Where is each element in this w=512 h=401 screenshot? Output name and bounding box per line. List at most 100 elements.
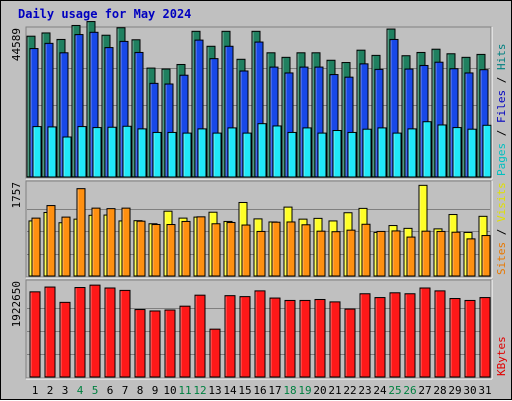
- bar-pages-day-6: [107, 126, 117, 178]
- bar-sites-day-23: [361, 223, 371, 277]
- bar-pages-day-14: [227, 127, 237, 178]
- bar-kbytes-day-1: [29, 291, 41, 378]
- legend-entry: Hits: [495, 44, 508, 71]
- bar-sites-day-9: [151, 224, 161, 277]
- bar-kbytes-day-24: [374, 297, 386, 378]
- max-label-hits-files-pages: 44589: [10, 28, 23, 61]
- bar-sites-day-15: [241, 224, 251, 277]
- bar-pages-day-28: [437, 124, 447, 178]
- legend-entry: /: [495, 70, 508, 90]
- day-label-27: 27: [418, 384, 431, 397]
- bar-kbytes-day-8: [134, 309, 146, 378]
- day-label-18: 18: [283, 384, 296, 397]
- bar-kbytes-day-2: [44, 286, 56, 378]
- bar-pages-day-29: [452, 127, 462, 178]
- legend-entry: /: [495, 123, 508, 143]
- bar-sites-day-20: [316, 230, 326, 277]
- bar-sites-day-31: [481, 235, 491, 277]
- bar-pages-day-24: [377, 127, 387, 178]
- bar-sites-day-2: [46, 205, 56, 277]
- legend-kbytes: KBytes: [495, 336, 508, 376]
- day-label-2: 2: [47, 384, 54, 397]
- bar-kbytes-day-7: [119, 289, 131, 378]
- chart-title: Daily usage for May 2024: [18, 7, 192, 21]
- bar-sites-day-16: [256, 230, 266, 277]
- bar-kbytes-day-6: [104, 287, 116, 378]
- day-label-17: 17: [268, 384, 281, 397]
- bar-kbytes-day-18: [284, 299, 296, 378]
- day-label-26: 26: [403, 384, 416, 397]
- day-label-21: 21: [328, 384, 341, 397]
- bar-pages-day-22: [347, 131, 357, 178]
- bar-sites-day-28: [436, 230, 446, 277]
- day-label-11: 11: [178, 384, 191, 397]
- legend-entry: /: [495, 222, 508, 242]
- day-label-4: 4: [77, 384, 84, 397]
- day-label-25: 25: [388, 384, 401, 397]
- bar-pages-day-20: [317, 132, 327, 178]
- bar-pages-day-23: [362, 128, 372, 178]
- bar-kbytes-day-21: [329, 301, 341, 378]
- day-label-30: 30: [463, 384, 476, 397]
- bar-pages-day-26: [407, 128, 417, 178]
- bar-kbytes-day-23: [359, 293, 371, 378]
- day-label-29: 29: [448, 384, 461, 397]
- bar-sites-day-8: [136, 220, 146, 277]
- bar-pages-day-16: [257, 123, 267, 178]
- bar-pages-day-17: [272, 125, 282, 178]
- panel-frame-kbytes: [25, 279, 492, 379]
- day-label-23: 23: [358, 384, 371, 397]
- bar-kbytes-day-3: [59, 301, 71, 378]
- bar-pages-day-2: [47, 126, 57, 178]
- bar-pages-day-9: [152, 131, 162, 178]
- legend-hits-files-pages: Pages / Files / Hits: [495, 44, 508, 177]
- bar-sites-day-21: [331, 231, 341, 277]
- bar-sites-day-10: [166, 224, 176, 277]
- bar-sites-day-27: [421, 230, 431, 277]
- day-label-6: 6: [107, 384, 114, 397]
- bar-sites-day-14: [226, 221, 236, 277]
- legend-visits-sites: Sites / Visits: [495, 182, 508, 275]
- day-label-20: 20: [313, 384, 326, 397]
- bar-sites-day-11: [181, 220, 191, 277]
- day-label-31: 31: [478, 384, 491, 397]
- bar-pages-day-8: [137, 128, 147, 178]
- bar-kbytes-day-15: [239, 296, 251, 378]
- bar-kbytes-day-12: [194, 294, 206, 378]
- bar-kbytes-day-22: [344, 308, 356, 378]
- bar-kbytes-day-20: [314, 298, 326, 378]
- bar-pages-day-30: [467, 128, 477, 178]
- bar-pages-day-13: [212, 132, 222, 178]
- bar-sites-day-18: [286, 221, 296, 277]
- bar-pages-day-19: [302, 127, 312, 178]
- bar-pages-day-15: [242, 132, 252, 178]
- bar-sites-day-17: [271, 221, 281, 277]
- bar-sites-day-1: [31, 217, 41, 277]
- bar-sites-day-5: [91, 207, 101, 277]
- bar-pages-day-10: [167, 131, 177, 178]
- bar-sites-day-6: [106, 208, 116, 277]
- legend-entry: Files: [495, 90, 508, 123]
- legend-entry: Sites: [495, 242, 508, 275]
- day-label-10: 10: [163, 384, 176, 397]
- bar-kbytes-day-25: [389, 292, 401, 378]
- bar-sites-day-22: [346, 229, 356, 277]
- bar-pages-day-11: [182, 132, 192, 178]
- bar-sites-day-4: [76, 188, 86, 277]
- bar-kbytes-day-30: [464, 299, 476, 378]
- bar-pages-day-12: [197, 128, 207, 178]
- bar-pages-day-27: [422, 121, 432, 178]
- bar-pages-day-1: [32, 126, 42, 178]
- bar-kbytes-day-13: [209, 328, 221, 378]
- legend-entry: Pages: [495, 143, 508, 176]
- bar-pages-day-25: [392, 132, 402, 178]
- bar-sites-day-29: [451, 231, 461, 277]
- bar-pages-day-18: [287, 131, 297, 178]
- day-label-28: 28: [433, 384, 446, 397]
- day-label-19: 19: [298, 384, 311, 397]
- day-label-3: 3: [62, 384, 69, 397]
- day-label-9: 9: [152, 384, 159, 397]
- day-label-13: 13: [208, 384, 221, 397]
